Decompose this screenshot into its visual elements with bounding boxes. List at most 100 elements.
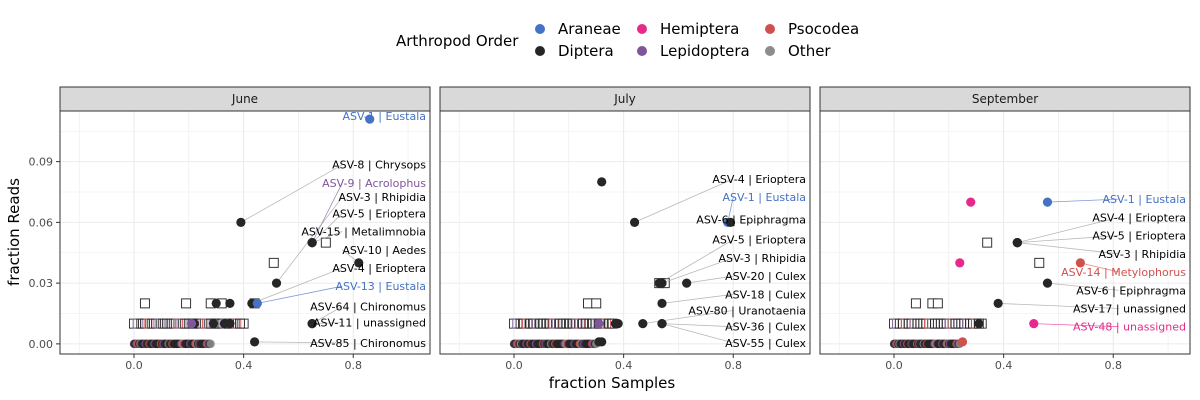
labeled-point <box>1075 258 1085 268</box>
leader-line <box>1047 282 1119 291</box>
leader-line <box>311 182 343 243</box>
open-square <box>320 237 331 248</box>
point-label: ASV-36 | Culex <box>725 321 806 334</box>
panel-border <box>819 110 1191 355</box>
leader-line <box>254 341 343 344</box>
point-label: ASV-15 | Metalimnobia <box>301 226 426 239</box>
open-square <box>591 298 602 309</box>
leader-line <box>661 293 734 304</box>
data-point <box>594 319 604 329</box>
leader-line <box>634 178 734 223</box>
data-point <box>206 339 215 349</box>
point-label: ASV-20 | Culex <box>725 270 806 283</box>
labeled-point <box>1012 238 1022 248</box>
point-label: ASV-55 | Culex <box>725 337 806 350</box>
point-label: ASV-80 | Uranotaenia <box>688 305 806 318</box>
labeled-point <box>252 298 262 308</box>
point-label: ASV-8 | Chrysops <box>332 159 426 172</box>
point-label: ASV-3 | Rhipidia <box>718 252 806 265</box>
open-square <box>910 298 921 309</box>
leader-line <box>1017 216 1119 244</box>
labeled-point <box>657 319 667 329</box>
point-label: ASV-4 | Erioptera <box>1092 211 1186 224</box>
x-tick-label: 0.8 <box>345 359 363 372</box>
legend-key-hemiptera <box>637 24 647 34</box>
facet-title: September <box>972 92 1038 106</box>
data-point <box>225 319 235 329</box>
labeled-point <box>993 298 1003 308</box>
point-label: ASV-6 | Epiphragma <box>1076 284 1186 297</box>
point-label: ASV-48 | unassigned <box>1073 321 1186 334</box>
open-square <box>932 298 943 309</box>
open-square <box>238 318 249 329</box>
data-point <box>613 319 623 329</box>
plot-area <box>440 111 810 354</box>
point-label: ASV-4 | Erioptera <box>712 173 806 186</box>
labeled-point <box>307 319 317 329</box>
point-label: ASV-1 | Eustala <box>342 110 426 123</box>
labeled-point <box>1042 278 1053 288</box>
leader-line <box>312 231 343 244</box>
x-tick-label: 0.0 <box>125 359 143 372</box>
legend-label-araneae: Araneae <box>558 20 621 38</box>
legend-label-psocodea: Psocodea <box>788 20 859 38</box>
point-label: ASV-13 | Eustala <box>335 280 426 293</box>
data-point <box>225 298 235 308</box>
panel-september: September ASV-1 | Eustala ASV-4 | Eriopter… <box>819 86 1191 372</box>
point-label: ASV-18 | Culex <box>725 288 806 301</box>
legend-key-psocodea <box>765 24 775 34</box>
point-label: ASV-3 | Rhipidia <box>338 191 426 204</box>
labeled-point <box>307 238 317 248</box>
open-square <box>583 298 593 309</box>
point-label: ASV-64 | Chironomus <box>310 300 426 313</box>
labeled-point <box>365 114 375 124</box>
facet-title: June <box>231 92 258 106</box>
y-axis-label: fraction Reads <box>5 178 23 286</box>
legend-key-diptera <box>535 46 545 56</box>
point-label: ASV-85 | Chironomus <box>310 337 426 350</box>
leader-line <box>661 323 734 328</box>
leader-line <box>661 323 734 344</box>
leader-line <box>251 267 343 304</box>
leader-line <box>1017 242 1119 255</box>
labeled-point <box>1042 197 1053 207</box>
labeled-point <box>657 278 667 288</box>
leader-line <box>257 285 343 304</box>
y-tick-label: 0.00 <box>29 338 54 351</box>
leader-line <box>1033 323 1119 328</box>
x-tick-label: 0.0 <box>885 359 903 372</box>
legend-label-other: Other <box>788 42 831 60</box>
data-point <box>974 319 984 329</box>
facet-panels: June ASV-1 | Eustala ASV-8 | Chrysops ASV-9… <box>29 86 1191 372</box>
point-label: ASV-1 | Eustala <box>722 191 806 204</box>
y-tick-label: 0.06 <box>29 216 54 229</box>
labeled-point <box>725 217 736 227</box>
leader-line <box>686 275 734 284</box>
data-point <box>597 337 607 347</box>
labeled-point <box>236 217 246 227</box>
leader-line <box>659 239 734 284</box>
x-tick-label: 0.0 <box>505 359 523 372</box>
point-label: ASV-3 | Rhipidia <box>1098 248 1186 261</box>
data-point <box>966 197 976 207</box>
labeled-point <box>354 258 364 268</box>
labeled-point <box>629 217 640 227</box>
leader-line <box>240 164 343 223</box>
leader-line <box>642 310 734 325</box>
labeled-point <box>271 278 282 288</box>
point-label: ASV-1 | Eustala <box>1102 193 1186 206</box>
point-label: ASV-5 | Erioptera <box>1092 230 1186 243</box>
y-tick-label: 0.09 <box>29 156 54 169</box>
point-label: ASV-6 | Epiphragma <box>696 213 806 226</box>
facet-strip <box>439 86 811 112</box>
leader-line <box>311 213 343 243</box>
panel-june: June ASV-1 | Eustala ASV-8 | Chrysops ASV-9… <box>29 86 431 372</box>
x-tick-label: 0.8 <box>725 359 743 372</box>
point-label: ASV-5 | Erioptera <box>712 234 806 247</box>
leader-line <box>312 322 343 325</box>
leader-line <box>1017 235 1119 244</box>
labeled-point <box>682 278 692 288</box>
open-square <box>268 257 279 268</box>
data-point <box>211 298 221 308</box>
